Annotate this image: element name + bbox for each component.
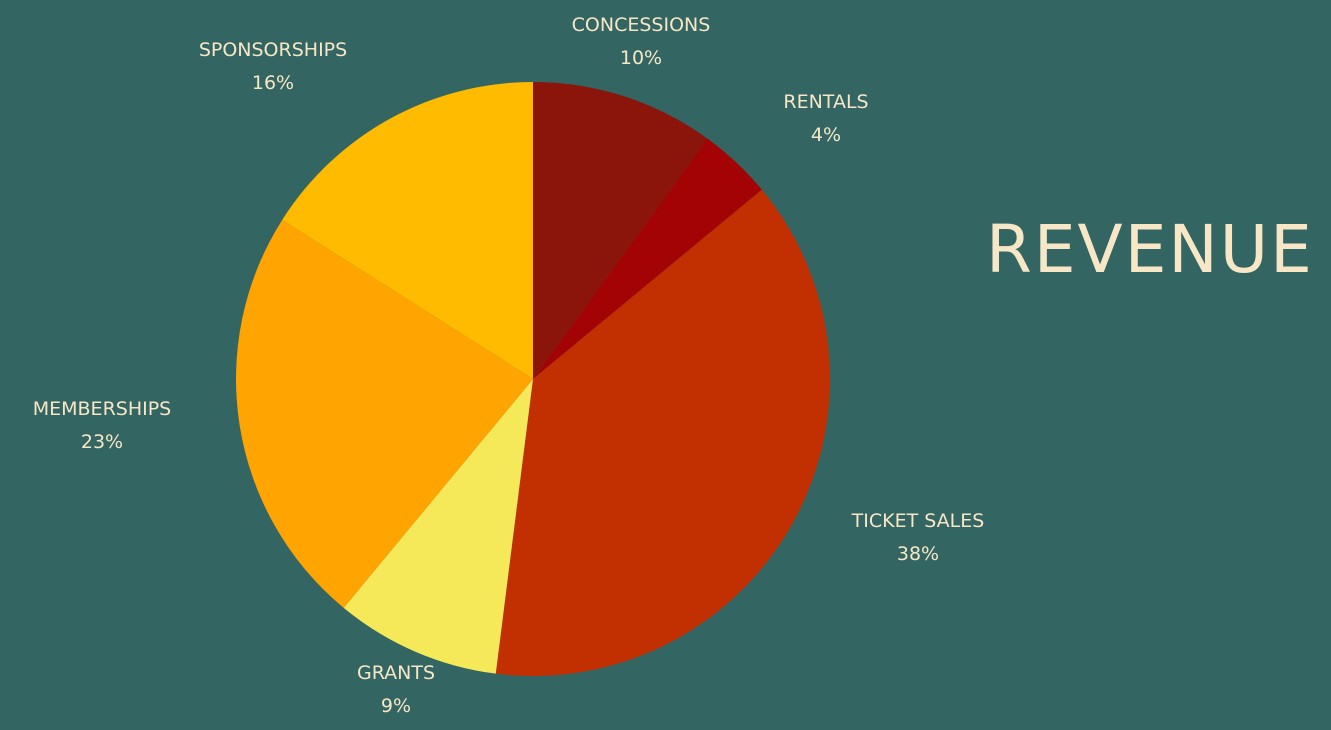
data-label-grants: GRANTS 9% [357,662,435,717]
data-label-ticket-sales: TICKET SALES 38% [851,510,985,565]
slice-percent-memberships: 23% [81,431,123,453]
slice-percent-sponsorships: 16% [252,72,294,94]
slice-label-ticket-sales: TICKET SALES [851,510,985,532]
pie-labels: CONCESSIONS 10% RENTALS 4% TICKET SALES 38% GR… [33,14,985,717]
pie-slices [236,81,831,677]
pie-slice-ticket-sales [495,189,831,677]
data-label-memberships: MEMBERSHIPS 23% [33,398,172,453]
pie-slice-sponsorships [282,81,533,379]
pie-slice-concessions [533,82,708,379]
slice-label-sponsorships: SPONSORSHIPS [199,39,347,61]
pie-slice-rentals [533,138,762,379]
slice-percent-rentals: 4% [811,124,841,146]
slice-percent-ticket-sales: 38% [897,543,939,565]
data-label-sponsorships: SPONSORSHIPS 16% [199,39,347,94]
pie-slice-memberships [236,219,534,608]
slice-label-rentals: RENTALS [783,91,868,113]
slice-percent-grants: 9% [381,695,411,717]
data-label-concessions: CONCESSIONS 10% [572,14,711,69]
pie-slice-grants [343,379,533,674]
slice-label-grants: GRANTS [357,662,435,684]
data-label-rentals: RENTALS 4% [783,91,868,146]
slice-label-memberships: MEMBERSHIPS [33,398,172,420]
slice-label-concessions: CONCESSIONS [572,14,711,36]
slice-percent-concessions: 10% [620,47,662,69]
chart-title: REVENUE [986,211,1314,288]
